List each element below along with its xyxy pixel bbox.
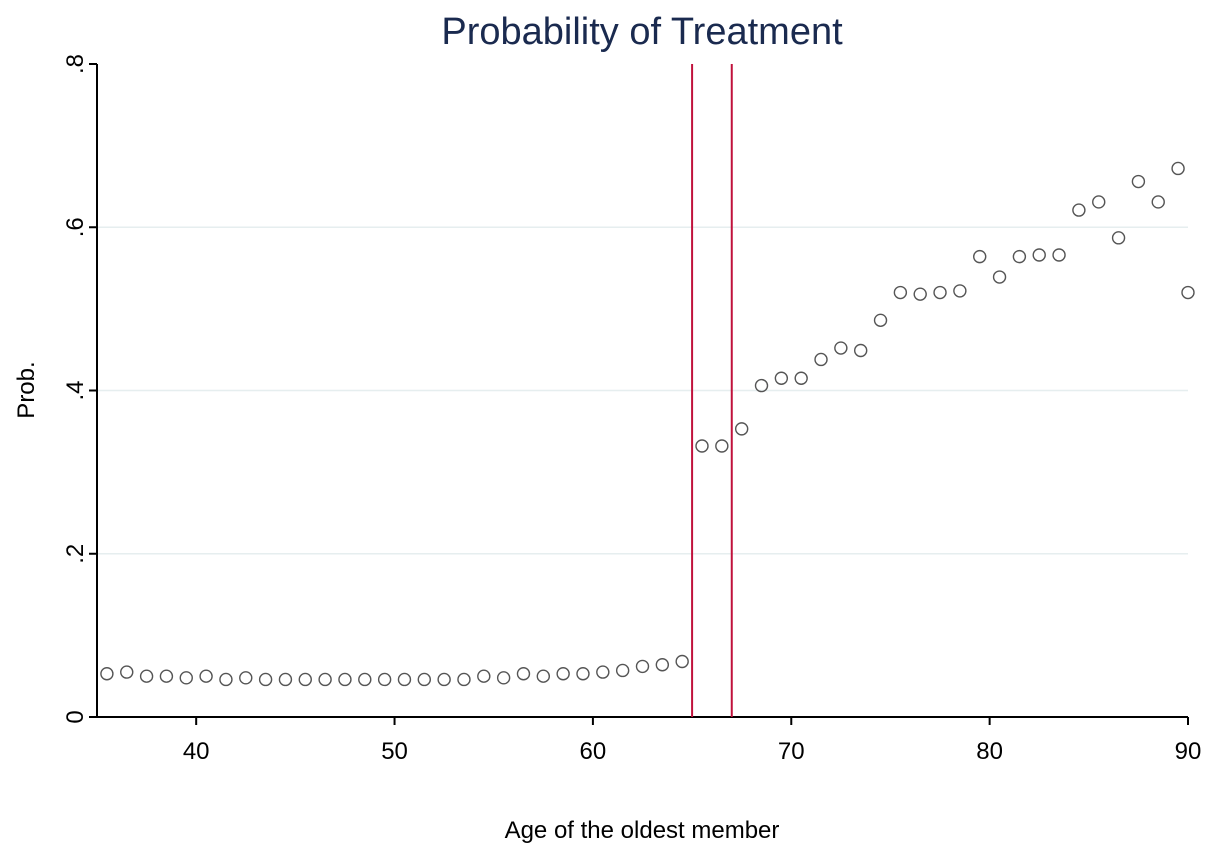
data-point	[635, 659, 650, 674]
data-point	[536, 669, 551, 683]
data-point	[239, 671, 253, 685]
data-point	[437, 672, 451, 687]
data-point	[139, 669, 154, 683]
data-point	[973, 249, 987, 264]
data-point	[496, 671, 511, 685]
data-point	[873, 313, 888, 328]
x-axis-label: Age of the oldest member	[505, 817, 780, 844]
data-point	[1181, 285, 1195, 300]
tick-labels: 0 .2 .4 .6 .8 40 50 60 70 80 90	[62, 54, 1201, 765]
data-point	[596, 665, 610, 679]
x-tick-label: 40	[183, 738, 210, 765]
data-point	[1171, 161, 1185, 176]
data-point	[278, 672, 293, 687]
x-tick-label: 90	[1175, 738, 1202, 765]
data-point	[1131, 174, 1146, 189]
data-point	[1052, 248, 1066, 262]
data-point	[219, 672, 233, 687]
y-tick-label: 0	[62, 710, 89, 723]
data-point	[1072, 203, 1086, 217]
axes	[89, 63, 1189, 725]
data-point	[358, 672, 372, 687]
data-point	[715, 439, 729, 453]
data-point	[179, 671, 193, 685]
data-point	[992, 270, 1007, 284]
x-tick-label: 50	[381, 738, 408, 765]
data-point	[318, 672, 332, 687]
data-point	[457, 672, 471, 687]
x-tick-label: 80	[976, 738, 1003, 765]
data-point	[100, 667, 114, 681]
data-point	[794, 371, 808, 385]
data-point	[1111, 231, 1126, 245]
data-point	[1032, 248, 1046, 262]
y-tick-label: .8	[62, 54, 89, 74]
data-point	[258, 672, 273, 687]
y-tick-label: .6	[62, 217, 89, 237]
data-point	[516, 667, 531, 681]
data-point	[159, 669, 174, 683]
data-point	[834, 341, 848, 355]
data-point	[298, 672, 312, 687]
data-point	[754, 378, 769, 393]
data-point	[556, 667, 570, 681]
data-point	[695, 439, 709, 453]
data-point	[774, 371, 789, 385]
data-point	[1151, 195, 1165, 209]
data-points	[100, 161, 1195, 687]
data-point	[854, 343, 868, 358]
data-point	[953, 284, 967, 298]
data-point	[397, 672, 412, 687]
data-point	[814, 352, 828, 367]
data-point	[615, 663, 630, 678]
data-point	[338, 672, 352, 687]
gridlines	[97, 226, 1188, 555]
x-tick-label: 70	[778, 738, 805, 765]
data-point	[1092, 195, 1106, 209]
data-point	[893, 285, 908, 300]
data-point	[120, 665, 134, 679]
data-point	[477, 669, 491, 683]
data-point	[913, 287, 927, 301]
data-point	[933, 285, 947, 300]
y-tick-label: .4	[62, 380, 89, 400]
data-point	[417, 672, 431, 687]
data-point	[1012, 249, 1027, 264]
x-tick-label: 60	[580, 738, 607, 765]
data-point	[377, 672, 392, 687]
chart-title: Probability of Treatment	[441, 11, 843, 53]
data-point	[675, 654, 689, 669]
y-axis-label: Prob.	[13, 361, 40, 418]
data-point	[655, 658, 670, 672]
data-point	[576, 667, 590, 681]
data-point	[199, 669, 213, 683]
y-tick-label: .2	[62, 544, 89, 564]
data-point	[734, 422, 749, 436]
reference-lines	[691, 64, 733, 717]
